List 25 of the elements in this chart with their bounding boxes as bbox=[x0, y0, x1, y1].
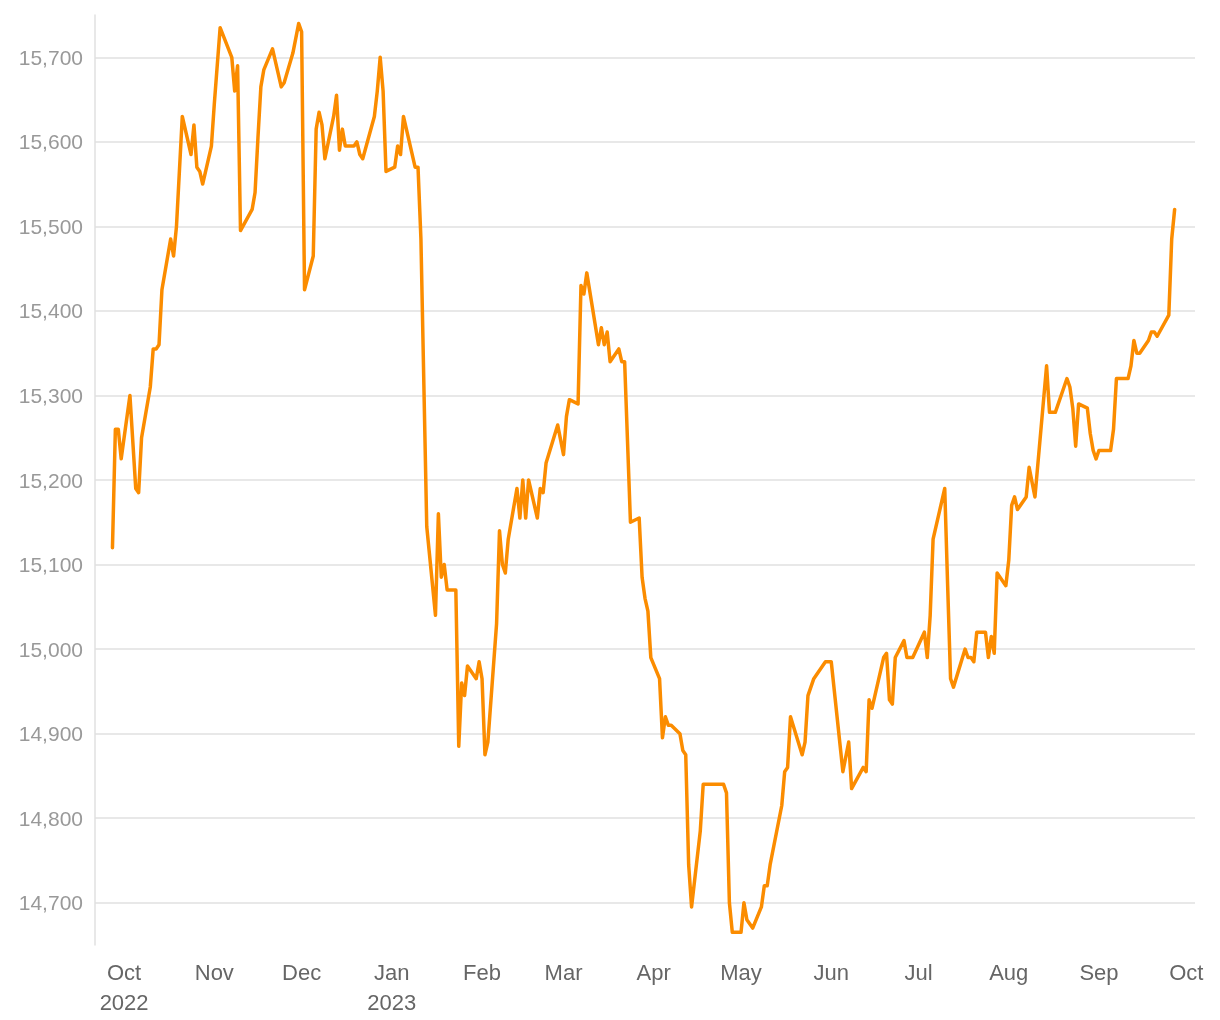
x-tick-label: Jul bbox=[904, 959, 933, 985]
y-tick-label: 15,300 bbox=[18, 383, 83, 407]
x-tick-label: Jan 2023 bbox=[367, 959, 417, 1015]
x-tick-label: Nov bbox=[194, 959, 234, 985]
x-tick-label: May bbox=[720, 959, 762, 985]
x-tick-label: Oct bbox=[1169, 959, 1204, 985]
x-tick-label: Sep bbox=[1079, 959, 1119, 985]
x-tick-label: Feb bbox=[463, 959, 501, 985]
y-tick-label: 15,000 bbox=[18, 637, 83, 661]
y-tick-label: 15,600 bbox=[18, 130, 83, 154]
x-tick-label: Dec bbox=[282, 959, 322, 985]
x-tick-label: Jun bbox=[813, 959, 849, 985]
y-tick-label: 14,900 bbox=[18, 722, 83, 746]
y-tick-label: 14,700 bbox=[18, 891, 83, 915]
y-tick-label: 15,700 bbox=[18, 45, 83, 69]
x-tick-label: Aug bbox=[989, 959, 1029, 985]
x-tick-label: Oct 2022 bbox=[99, 959, 149, 1015]
y-tick-label: 15,400 bbox=[18, 299, 83, 323]
y-tick-label: 15,200 bbox=[18, 468, 83, 492]
x-tick-label: Mar bbox=[544, 959, 583, 985]
x-tick-label: Apr bbox=[636, 959, 671, 985]
y-tick-label: 15,500 bbox=[18, 214, 83, 238]
y-tick-label: 15,100 bbox=[18, 553, 83, 577]
y-tick-label: 14,800 bbox=[18, 806, 83, 830]
line-series bbox=[110, 21, 1177, 935]
